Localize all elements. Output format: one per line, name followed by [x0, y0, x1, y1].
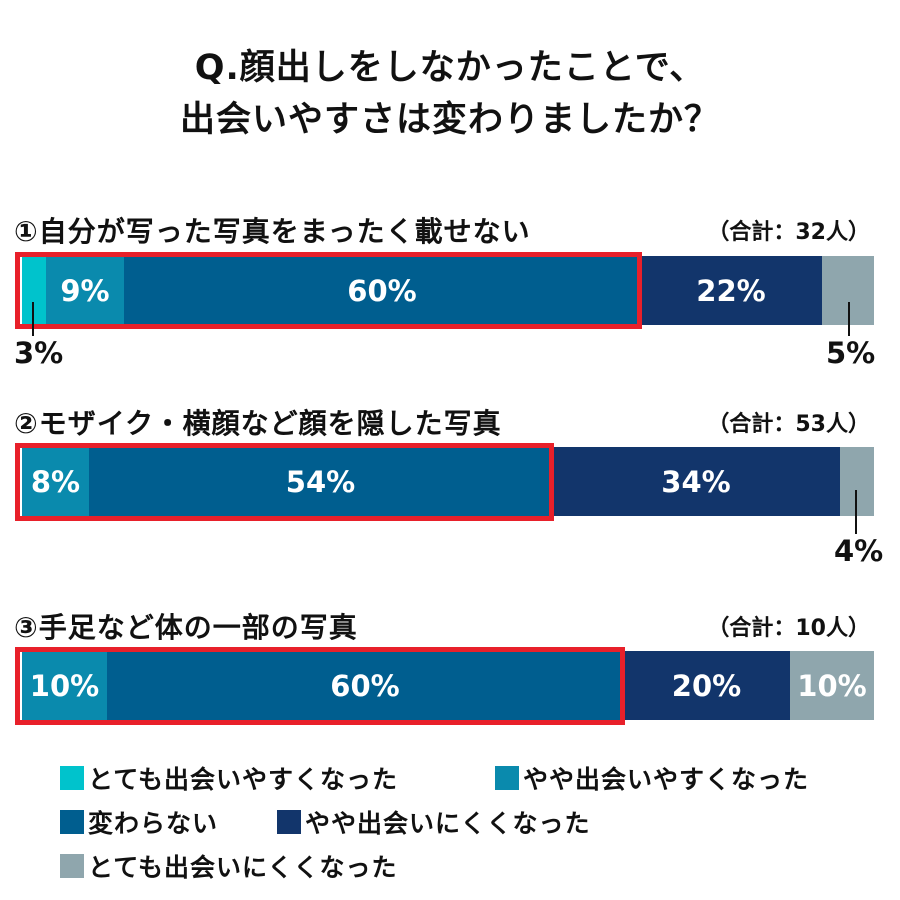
- legend-item-unchanged: 変わらない: [60, 804, 218, 840]
- stacked-bar: 9% 60% 22%: [22, 256, 874, 325]
- swatch-icon: [277, 810, 301, 834]
- segment-slightly-harder: 20%: [623, 651, 790, 720]
- segment-slightly-easier: 9%: [46, 256, 124, 325]
- segment-much-easier: [22, 256, 46, 325]
- segment-unchanged: 54%: [89, 447, 552, 516]
- legend-label: とても出会いやすくなった: [88, 765, 399, 794]
- segment-much-harder: 10%: [790, 651, 874, 720]
- leader-line: [855, 490, 857, 534]
- stacked-bar: 8% 54% 34%: [22, 447, 874, 516]
- legend-item-slightly-easier: やや出会いやすくなった: [495, 760, 809, 796]
- group-total: （合計：10人）: [707, 616, 870, 641]
- legend-item-much-easier: とても出会いやすくなった: [60, 760, 398, 796]
- segment-much-harder: [840, 447, 874, 516]
- outside-label-much-easier: 3%: [14, 336, 64, 370]
- leader-line: [32, 302, 34, 336]
- legend-item-slightly-harder: やや出会いにくくなった: [277, 804, 591, 840]
- segment-unchanged: 60%: [107, 651, 623, 720]
- legend-label: 変わらない: [88, 809, 219, 838]
- group-label: ①自分が写った写真をまったく載せない: [14, 215, 531, 248]
- leader-line: [848, 302, 850, 336]
- group-total: （合計：32人）: [707, 220, 870, 245]
- segment-slightly-harder: 34%: [552, 447, 840, 516]
- legend-label: やや出会いやすくなった: [523, 765, 810, 794]
- swatch-icon: [60, 810, 84, 834]
- legend-item-much-harder: とても出会いにくくなった: [60, 848, 398, 884]
- swatch-icon: [495, 766, 519, 790]
- chart-title-line2: 出会いやすさは変わりましたか？: [179, 100, 720, 140]
- chart-title-line1: Q.顔出しをしなかったことで、: [194, 48, 706, 88]
- legend-label: やや出会いにくくなった: [305, 809, 591, 838]
- legend-label: とても出会いにくくなった: [88, 853, 398, 882]
- segment-slightly-easier: 10%: [22, 651, 107, 720]
- group-label: ②モザイク・横顔など顔を隠した写真: [14, 407, 502, 440]
- swatch-icon: [60, 766, 84, 790]
- outside-label-much-harder: 4%: [834, 534, 884, 568]
- group-total: （合計：53人）: [707, 412, 870, 437]
- segment-slightly-harder: 22%: [640, 256, 822, 325]
- outside-label-much-harder: 5%: [826, 336, 876, 370]
- chart-title: Q.顔出しをしなかったことで、 出会いやすさは変わりましたか？: [0, 42, 900, 146]
- segment-slightly-easier: 8%: [22, 447, 89, 516]
- segment-unchanged: 60%: [124, 256, 640, 325]
- group-label: ③手足など体の一部の写真: [14, 611, 358, 644]
- stacked-bar: 10% 60% 20% 10%: [22, 651, 874, 720]
- swatch-icon: [60, 854, 84, 878]
